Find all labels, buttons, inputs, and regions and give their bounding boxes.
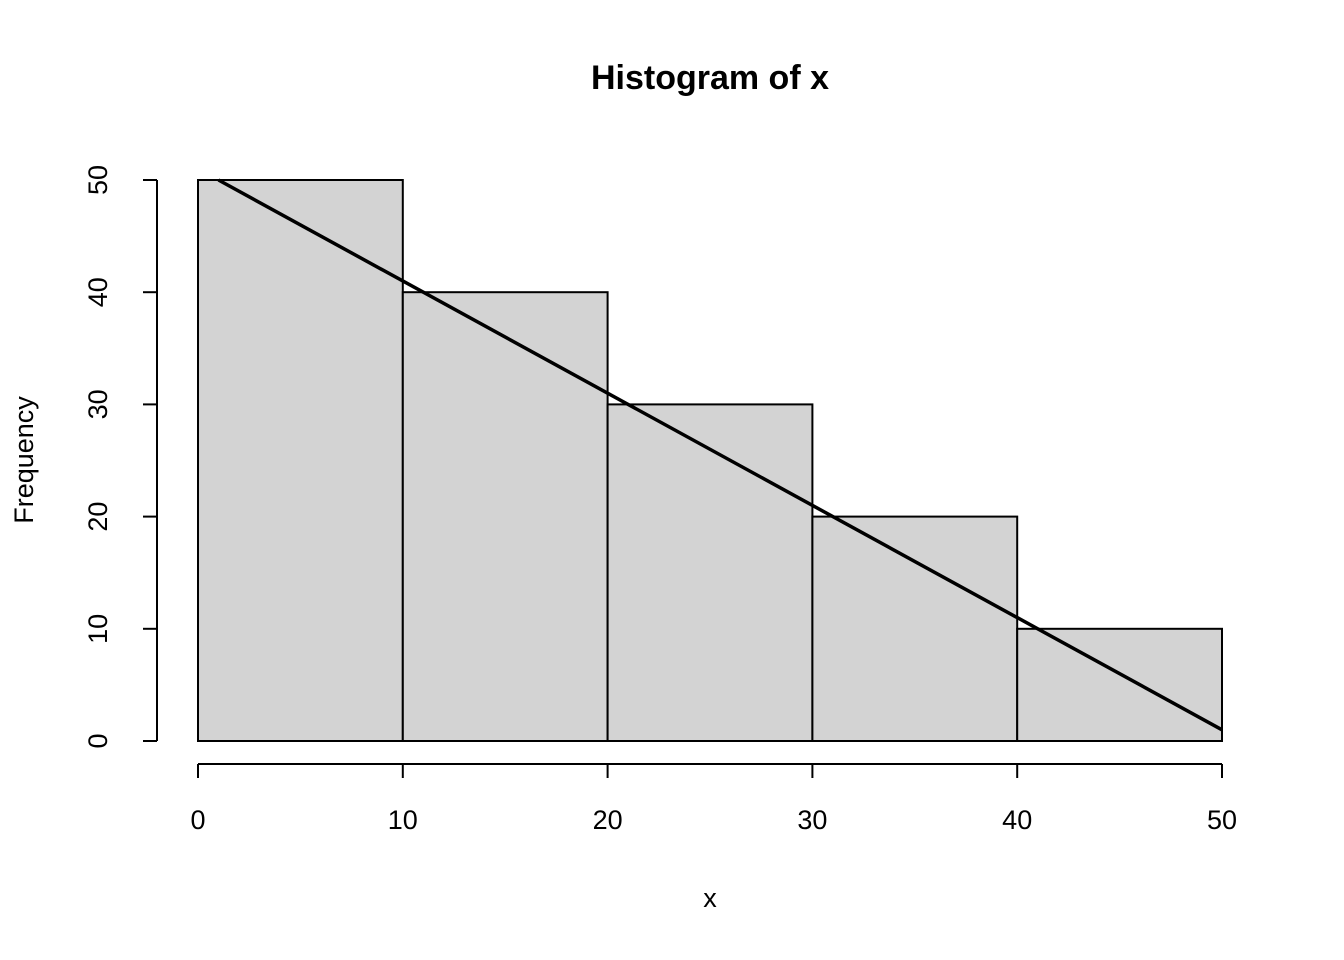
y-tick-label: 20 — [83, 502, 113, 532]
bar — [1016, 627, 1224, 742]
bar — [811, 515, 1019, 742]
overlay-line — [217, 178, 1223, 732]
y-tick-label: 40 — [83, 277, 113, 307]
x-tick-label: 50 — [1207, 805, 1237, 835]
y-axis-label: Frequency — [9, 396, 39, 524]
y-tick-label: 50 — [83, 165, 113, 195]
x-tick-label: 0 — [190, 805, 205, 835]
x-tick-label: 10 — [388, 805, 418, 835]
bar — [606, 403, 814, 742]
chart-title: Histogram of x — [591, 59, 829, 97]
bar — [197, 179, 404, 742]
y-tick-label: 0 — [83, 733, 113, 748]
bar — [401, 291, 609, 742]
x-axis-label: x — [703, 883, 717, 913]
y-tick-label: 30 — [83, 389, 113, 419]
y-tick-label: 10 — [83, 614, 113, 644]
x-tick-label: 30 — [797, 805, 827, 835]
x-tick-label: 40 — [1002, 805, 1032, 835]
x-tick-label: 20 — [593, 805, 623, 835]
